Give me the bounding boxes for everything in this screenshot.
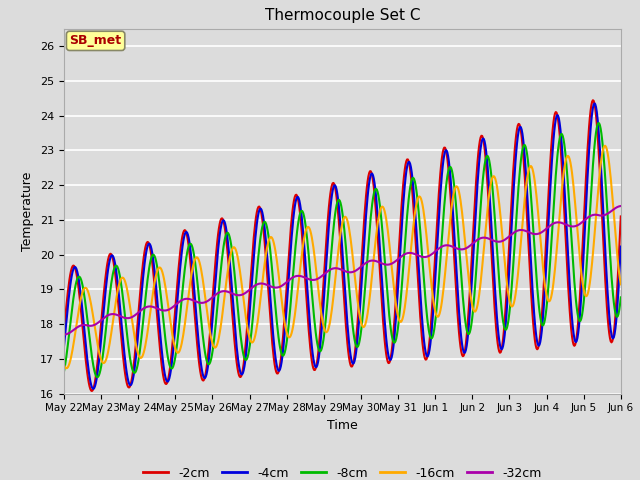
Legend: -2cm, -4cm, -8cm, -16cm, -32cm: -2cm, -4cm, -8cm, -16cm, -32cm [138,462,547,480]
X-axis label: Time: Time [327,419,358,432]
Y-axis label: Temperature: Temperature [22,171,35,251]
Title: Thermocouple Set C: Thermocouple Set C [265,9,420,24]
Text: SB_met: SB_met [70,35,122,48]
